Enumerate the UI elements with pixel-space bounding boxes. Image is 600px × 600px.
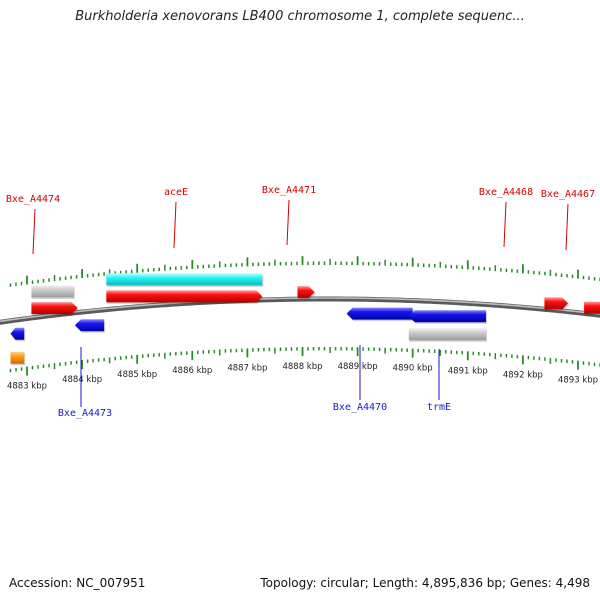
reverse-gene-feature [10, 351, 26, 366]
gene-label-leader [286, 199, 290, 246]
feature-arrow [31, 302, 78, 315]
feature-arrow [10, 351, 25, 364]
forward-gene-feature [31, 285, 75, 299]
gene-label-leader [173, 201, 177, 249]
gene-label: Bxe_A4473 [58, 408, 112, 419]
gene-label: Bxe_A4467 [541, 189, 595, 200]
scale-tick-label: 4888 kbp [282, 362, 322, 372]
gene-label-leader [32, 208, 36, 255]
genome-stats-text: Topology: circular; Length: 4,895,836 bp… [260, 576, 590, 590]
feature-arrow [346, 307, 413, 320]
reverse-cds-feature [408, 310, 487, 324]
forward-cds-feature [544, 297, 570, 311]
scale-tick-label: 4891 kbp [448, 366, 488, 376]
forward-cds-feature [106, 290, 264, 304]
backbone-arc [0, 296, 600, 325]
reverse-gene-feature [408, 328, 487, 342]
feature-arrow [584, 301, 600, 314]
scale-tick-label: 4890 kbp [393, 364, 433, 374]
scale-tick-label: 4889 kbp [338, 362, 378, 372]
scale-tick-label: 4883 kbp [7, 382, 47, 392]
gene-label-leader [503, 201, 507, 248]
reverse-cds-feature [346, 307, 414, 322]
scale-tick-label: 4885 kbp [117, 370, 157, 380]
map-title: Burkholderia xenovorans LB400 chromosome… [75, 9, 525, 24]
feature-arrow [408, 328, 486, 341]
reverse-cds-feature [74, 319, 106, 333]
gene-label: trmE [427, 402, 451, 413]
gene-label: Bxe_A4470 [333, 402, 387, 413]
accession-text: Accession: NC_007951 [9, 576, 146, 590]
feature-arrow [106, 273, 263, 286]
scale-tick-label: 4893 kbp [558, 376, 598, 386]
forward-cds-feature [31, 302, 79, 316]
feature-arrow [408, 310, 486, 323]
scale-tick-label: 4892 kbp [503, 370, 543, 380]
feature-arrow [106, 290, 263, 303]
gene-label: Bxe_A4474 [6, 194, 60, 205]
forward-cds-feature [297, 286, 316, 300]
reverse-cds-feature [10, 327, 26, 342]
scale-tick-label: 4886 kbp [172, 366, 212, 376]
feature-arrow [297, 286, 315, 299]
scale-tick-label: 4887 kbp [227, 363, 267, 373]
backbone-highlight [0, 297, 600, 323]
gene-label: aceE [164, 187, 188, 198]
feature-arrow [74, 319, 105, 332]
feature-arrow [31, 285, 74, 298]
forward-gene-feature [106, 273, 264, 287]
gene-label-leader [565, 203, 569, 251]
gene-label: Bxe_A4471 [262, 185, 316, 196]
gene-label: Bxe_A4468 [479, 187, 533, 198]
feature-arrow [544, 297, 569, 310]
forward-cds-feature [584, 301, 600, 316]
scale-tick-label: 4884 kbp [62, 375, 102, 385]
feature-arrow [10, 327, 25, 340]
